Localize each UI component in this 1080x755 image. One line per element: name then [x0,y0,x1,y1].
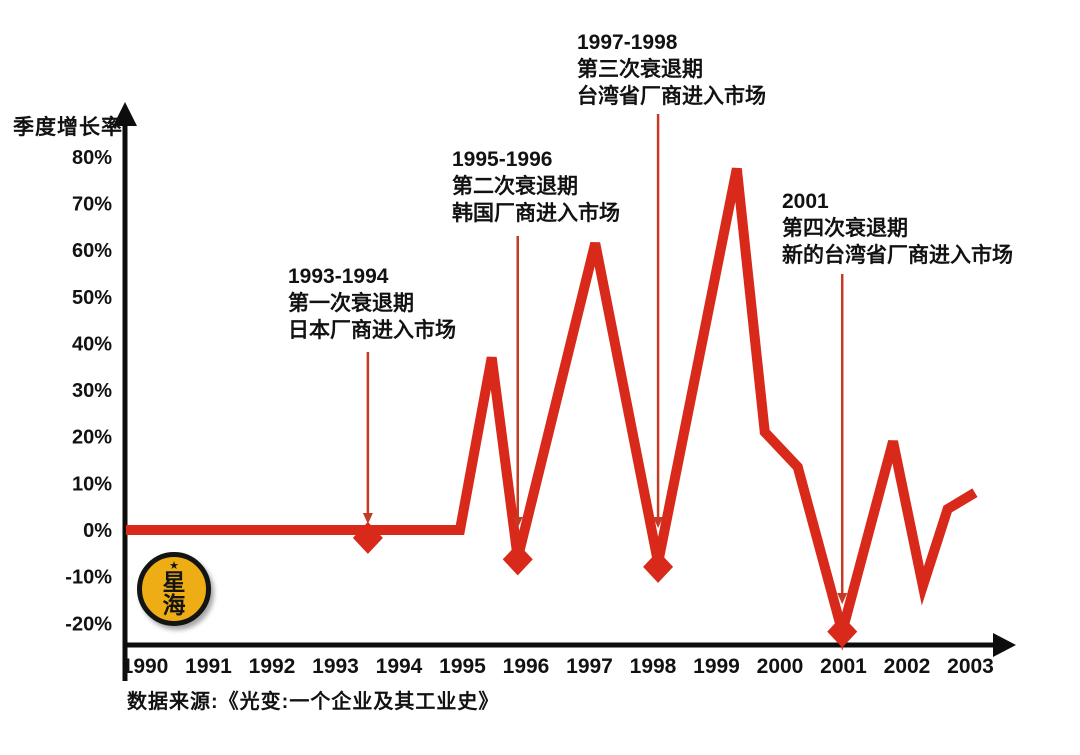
annotation-phase: 第四次衰退期 [782,217,908,240]
annotation-years: 2001 [782,190,829,213]
logo-char-bottom: 海 [162,592,186,618]
x-tick-label: 1999 [693,655,740,678]
recession-diamond-marker [352,521,383,554]
growth-rate-line [125,167,978,651]
annotation-detail: 日本厂商进入市场 [288,319,456,342]
annotation-detail: 新的台湾省厂商进入市场 [782,244,1013,267]
x-axis-arrowhead-icon [993,633,1016,657]
x-tick-label: 1995 [439,655,486,678]
annotation-years: 1993-1994 [288,265,389,288]
annotation-years: 1995-1996 [452,148,553,171]
annotation-phase: 第二次衰退期 [452,175,578,198]
y-tick-label: 80% [72,147,112,169]
annotation-phase: 第一次衰退期 [288,292,414,315]
x-tick-label: 1997 [566,655,613,678]
x-tick-label: 1994 [376,655,423,678]
x-tick-label: 2003 [947,655,994,678]
logo-char-top: 星 [162,569,186,595]
y-tick-label: 0% [83,520,112,542]
x-tick-label: 1992 [249,655,296,678]
y-tick-label: 20% [72,427,112,449]
xinghai-logo: ★ 星 海 [137,552,211,626]
annotation-recession-1: 1993-1994 第一次衰退期 日本厂商进入市场 [288,263,456,344]
annotation-detail: 韩国厂商进入市场 [452,202,620,225]
x-tick-label: 2000 [757,655,804,678]
y-tick-label: 70% [72,194,112,216]
y-tick-label: 30% [72,380,112,402]
annotation-arrowhead-icon [653,517,664,528]
recession-diamond-marker [643,550,674,583]
x-tick-label: 2001 [820,655,867,678]
y-axis-arrowhead-icon [113,102,137,126]
y-tick-label: 40% [72,333,112,355]
recession-diamond-marker [827,615,858,648]
y-tick-label: 10% [72,473,112,495]
y-axis-title: 季度增长率 [13,116,123,139]
annotation-arrowhead-icon [362,513,373,524]
x-tick-label: 1990 [122,655,169,678]
star-icon: ★ [169,560,179,572]
y-tick-label: 50% [72,287,112,309]
annotation-years: 1997-1998 [577,31,678,54]
annotation-recession-2: 1995-1996 第二次衰退期 韩国厂商进入市场 [452,146,620,227]
annotation-arrowhead-icon [837,593,848,604]
x-tick-label: 1998 [630,655,677,678]
y-tick-label: 60% [72,240,112,262]
x-tick-label: 1993 [312,655,359,678]
x-tick-label: 1996 [503,655,550,678]
data-source-note: 数据来源:《光变:一个企业及其工业史》 [127,691,500,713]
recession-diamond-marker [502,543,533,576]
x-tick-label: 2002 [884,655,931,678]
annotation-phase: 第三次衰退期 [577,58,703,81]
annotation-recession-4: 2001 第四次衰退期 新的台湾省厂商进入市场 [782,188,1013,269]
annotation-recession-3: 1997-1998 第三次衰退期 台湾省厂商进入市场 [577,29,766,110]
x-tick-label: 1991 [185,655,232,678]
annotation-detail: 台湾省厂商进入市场 [577,85,766,108]
y-tick-label: -10% [65,567,112,589]
annotation-arrowhead-icon [512,517,523,528]
y-tick-label: -20% [65,613,112,635]
